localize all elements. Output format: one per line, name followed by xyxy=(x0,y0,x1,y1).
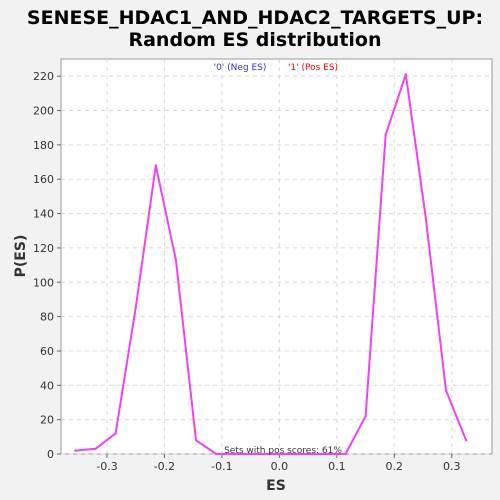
y-tick-label: 80 xyxy=(40,311,54,324)
y-tick-label: 100 xyxy=(33,276,54,289)
chart-title-line2: Random ES distribution xyxy=(128,29,381,51)
y-tick-label: 180 xyxy=(33,139,54,152)
pos-score-annotation: Sets with pos scores: 61% xyxy=(224,446,342,456)
x-tick-label: 0.2 xyxy=(386,460,404,473)
data-point xyxy=(134,306,137,310)
y-tick-label: 60 xyxy=(40,345,54,358)
data-point xyxy=(154,164,158,167)
x-tick-label: -0.2 xyxy=(154,460,175,473)
x-tick-label: 0.1 xyxy=(328,460,346,473)
x-tick-label: 0.3 xyxy=(443,460,461,473)
data-point xyxy=(194,439,198,442)
data-point xyxy=(384,133,387,136)
data-point xyxy=(174,258,178,262)
legend-entry-neg: '0' (Neg ES) xyxy=(214,63,267,73)
plot-area xyxy=(60,58,493,455)
x-axis-label: ES xyxy=(266,478,286,494)
data-point xyxy=(464,439,468,442)
legend-entry-pos: '1' (Pos ES) xyxy=(288,63,338,73)
series-layer xyxy=(74,73,468,456)
y-tick-label: 120 xyxy=(33,242,54,255)
data-point xyxy=(344,452,347,456)
chart-title-line1: SENESE_HDAC1_AND_HDAC2_TARGETS_UP: xyxy=(27,7,483,29)
y-tick-label: 160 xyxy=(33,173,54,186)
data-point xyxy=(404,73,407,76)
data-point xyxy=(235,452,238,456)
x-tick-label: 0.0 xyxy=(271,460,289,473)
y-tick-label: 20 xyxy=(40,414,54,427)
y-axis: 0 20 40 60 80 100 120 140 160 180 200 220 xyxy=(33,70,61,461)
data-point xyxy=(94,447,97,451)
data-point xyxy=(424,217,428,220)
data-point xyxy=(114,432,117,435)
data-point xyxy=(444,389,448,392)
x-tick-label: -0.3 xyxy=(96,460,117,473)
data-point xyxy=(74,449,77,452)
y-tick-label: 0 xyxy=(47,448,54,461)
data-point xyxy=(364,415,367,418)
x-axis: -0.3 -0.2 -0.1 0.0 0.1 0.2 0.3 xyxy=(96,454,461,473)
y-tick-label: 40 xyxy=(40,379,54,392)
y-tick-label: 200 xyxy=(33,105,54,118)
grid xyxy=(61,59,492,455)
x-tick-label: -0.1 xyxy=(211,460,232,473)
data-point xyxy=(214,452,218,456)
y-tick-label: 140 xyxy=(33,208,54,221)
y-axis-label: P(ES) xyxy=(13,235,29,278)
series-line xyxy=(75,73,468,455)
y-tick-label: 220 xyxy=(33,70,54,83)
